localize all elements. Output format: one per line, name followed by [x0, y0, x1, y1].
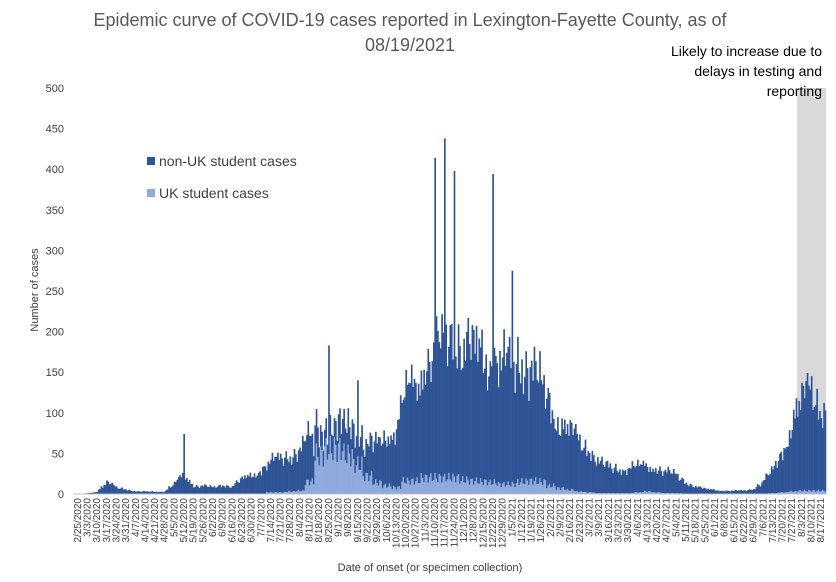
bar-non-uk-student [321, 432, 323, 450]
bar-non-uk-student [357, 380, 359, 456]
y-tick-label: 450 [46, 124, 64, 136]
x-axis-title: Date of onset (or specimen collection) [338, 562, 523, 574]
y-tick-label: 0 [58, 489, 64, 501]
annotation-line-2: delays in testing and [694, 63, 822, 79]
annotation-line-1: Likely to increase due to [671, 43, 822, 59]
legend-swatch-non-uk [147, 157, 155, 165]
y-tick-label: 50 [52, 448, 64, 460]
legend-swatch-uk [147, 189, 155, 197]
y-tick-label: 400 [46, 164, 64, 176]
annotation-line-3: reporting [767, 83, 822, 99]
legend-label-uk: UK student cases [159, 185, 269, 201]
bar-non-uk-student [325, 418, 327, 438]
y-tick-label: 100 [46, 408, 64, 420]
y-tick-label: 250 [46, 286, 64, 298]
y-tick-label: 500 [46, 83, 64, 95]
y-tick-label: 200 [46, 327, 64, 339]
bar-non-uk-student [825, 410, 827, 491]
x-tick-label: 8/17/2021 [816, 498, 827, 543]
y-tick-label: 300 [46, 245, 64, 257]
bar-non-uk-student [330, 415, 332, 436]
bar-non-uk-student [339, 408, 341, 438]
y-axis-title: Number of cases [29, 248, 41, 332]
y-tick-label: 150 [46, 367, 64, 379]
y-tick-label: 350 [46, 205, 64, 217]
legend-label-non-uk: non-UK student cases [159, 153, 297, 169]
